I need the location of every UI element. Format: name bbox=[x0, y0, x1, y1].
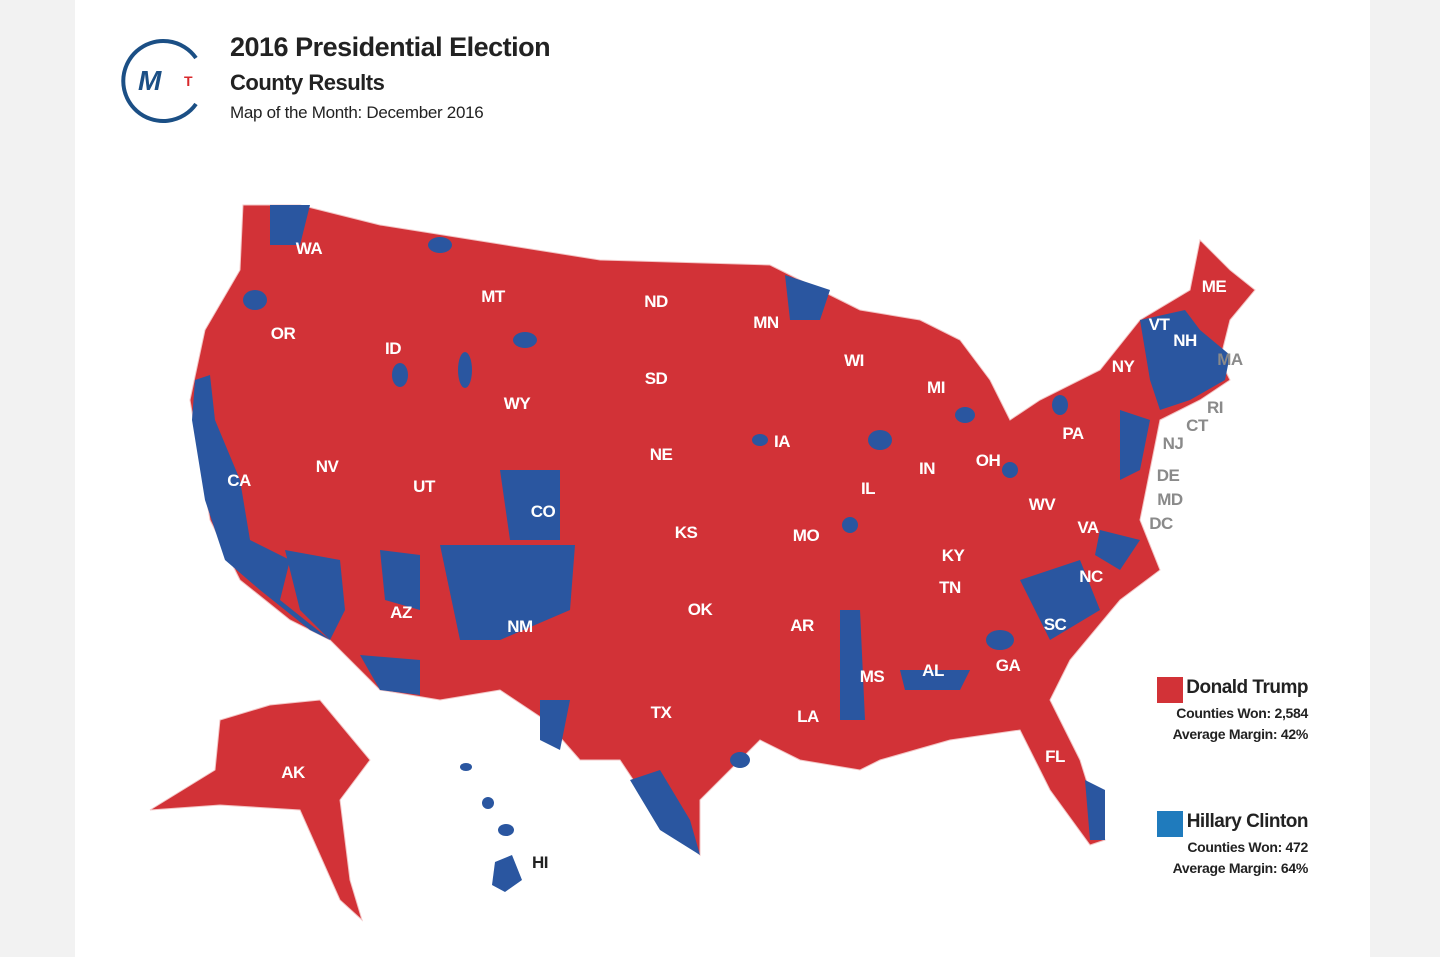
state-label-ks: KS bbox=[674, 523, 698, 542]
state-label-ms: MS bbox=[859, 667, 885, 686]
county-cluster bbox=[440, 545, 575, 640]
county-cluster bbox=[630, 770, 700, 855]
state-label-sc: SC bbox=[1043, 615, 1067, 634]
county-cluster bbox=[540, 700, 570, 750]
legend-margin: Average Margin: 64% bbox=[1172, 860, 1309, 876]
contiguous-us-shape bbox=[189, 204, 1256, 857]
state-label-pa: PA bbox=[1062, 424, 1084, 443]
svg-text:T: T bbox=[184, 73, 193, 89]
county-cluster bbox=[500, 470, 560, 540]
state-label-hi: HI bbox=[532, 853, 549, 872]
state-label-nv: NV bbox=[315, 457, 339, 476]
state-label-wi: WI bbox=[844, 351, 864, 370]
state-label-ut: UT bbox=[413, 477, 435, 496]
state-label-wa: WA bbox=[295, 239, 323, 258]
state-label-la: LA bbox=[797, 707, 819, 726]
state-label-mn: MN bbox=[753, 313, 779, 332]
state-label-wy: WY bbox=[503, 394, 531, 413]
hawaii-shape bbox=[460, 763, 522, 892]
state-label-ny: NY bbox=[1111, 357, 1135, 376]
state-label-tn: TN bbox=[939, 578, 961, 597]
county-cluster bbox=[192, 375, 330, 640]
clinton-counties bbox=[192, 205, 1230, 855]
page-subtitle: County Results bbox=[230, 70, 385, 95]
state-label-mi: MI bbox=[927, 378, 945, 397]
state-label-nd: ND bbox=[644, 292, 668, 311]
state-label-ri: RI bbox=[1207, 398, 1224, 417]
tagline: Map of the Month: December 2016 bbox=[230, 103, 484, 122]
page-title: 2016 Presidential Election bbox=[230, 32, 551, 62]
state-label-mt: MT bbox=[481, 287, 505, 306]
state-label-ct: CT bbox=[1186, 416, 1208, 435]
county-cluster bbox=[380, 550, 420, 610]
county-cluster bbox=[285, 550, 345, 640]
state-label-in: IN bbox=[919, 459, 936, 478]
alaska-shape bbox=[149, 699, 371, 922]
state-label-ak: AK bbox=[281, 763, 305, 782]
legend-swatch-clinton bbox=[1157, 811, 1183, 837]
state-label-tx: TX bbox=[650, 703, 672, 722]
state-label-ok: OK bbox=[687, 600, 713, 619]
state-label-co: CO bbox=[530, 502, 556, 521]
county-cluster bbox=[1095, 530, 1140, 570]
state-label-nm: NM bbox=[507, 617, 533, 636]
legend-counties: Counties Won: 2,584 bbox=[1176, 705, 1308, 721]
legend-item-trump: Donald Trump Counties Won: 2,584 Average… bbox=[1172, 677, 1309, 742]
state-label-al: AL bbox=[922, 661, 944, 680]
county-cluster bbox=[270, 205, 310, 245]
legend-swatch-trump bbox=[1157, 677, 1183, 703]
state-label-oh: OH bbox=[975, 451, 1001, 470]
county-cluster bbox=[900, 670, 970, 690]
state-label-nc: NC bbox=[1079, 567, 1103, 586]
state-label-wv: WV bbox=[1028, 495, 1056, 514]
legend-margin: Average Margin: 42% bbox=[1172, 726, 1309, 742]
legend-candidate: Donald Trump bbox=[1186, 677, 1308, 698]
state-label-ma: MA bbox=[1217, 350, 1243, 369]
county-cluster bbox=[360, 655, 420, 695]
county-cluster bbox=[1020, 560, 1100, 640]
state-label-sd: SD bbox=[644, 369, 668, 388]
state-label-de: DE bbox=[1156, 466, 1180, 485]
state-label-dc: DC bbox=[1149, 514, 1173, 533]
state-label-mo: MO bbox=[792, 526, 820, 545]
state-label-ia: IA bbox=[774, 432, 791, 451]
svg-text:M: M bbox=[138, 65, 162, 96]
state-label-ar: AR bbox=[790, 616, 814, 635]
legend-counties: Counties Won: 472 bbox=[1187, 839, 1308, 855]
state-label-nh: NH bbox=[1173, 331, 1197, 350]
state-label-il: IL bbox=[860, 479, 876, 498]
state-label-fl: FL bbox=[1045, 747, 1065, 766]
legend-item-clinton: Hillary Clinton Counties Won: 472 Averag… bbox=[1172, 811, 1309, 876]
state-label-me: ME bbox=[1201, 277, 1227, 296]
state-label-az: AZ bbox=[390, 603, 412, 622]
state-label-id: ID bbox=[385, 339, 402, 358]
legend-candidate: Hillary Clinton bbox=[1186, 811, 1309, 832]
county-cluster bbox=[840, 610, 865, 720]
state-label-or: OR bbox=[270, 324, 296, 343]
state-label-ky: KY bbox=[941, 546, 965, 565]
state-label-ca: CA bbox=[227, 471, 251, 490]
state-label-md: MD bbox=[1157, 490, 1183, 509]
state-label-vt: VT bbox=[1148, 315, 1170, 334]
state-label-va: VA bbox=[1077, 518, 1099, 537]
county-cluster bbox=[1120, 410, 1150, 480]
state-label-ne: NE bbox=[649, 445, 673, 464]
county-cluster bbox=[785, 275, 830, 320]
county-cluster bbox=[1140, 310, 1230, 410]
state-label-nj: NJ bbox=[1162, 434, 1184, 453]
county-cluster bbox=[1085, 780, 1105, 840]
logo-icon: M T bbox=[121, 39, 198, 123]
state-label-ga: GA bbox=[995, 656, 1021, 675]
